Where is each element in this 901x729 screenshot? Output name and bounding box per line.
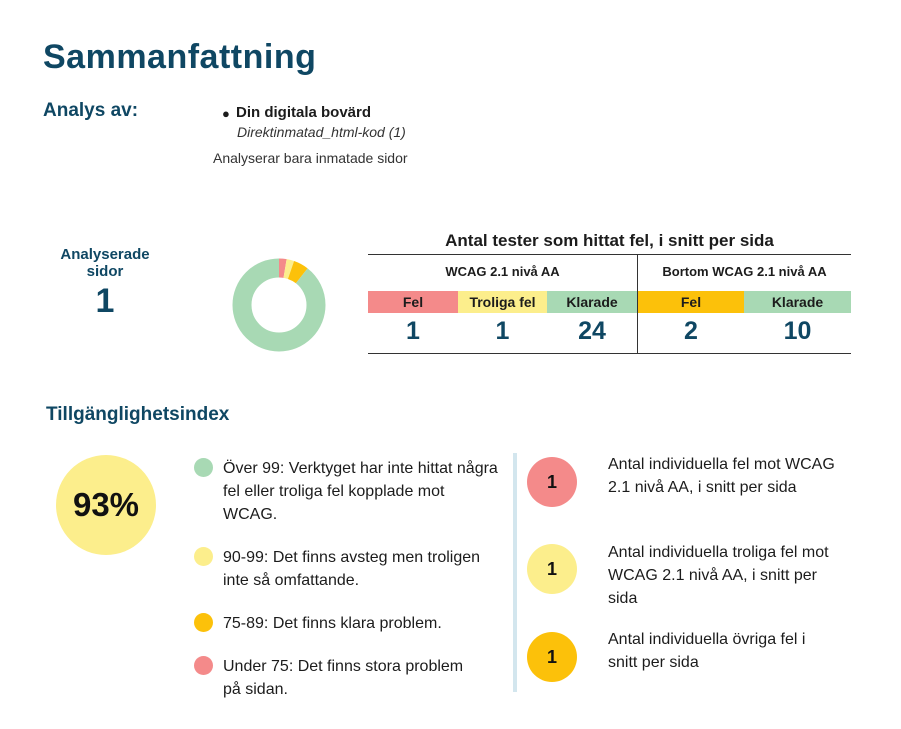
count-text-other-errors: Antal individuella övriga fel i snitt pe… [608, 631, 806, 671]
wcag-troliga-fel-header: Troliga fel [458, 291, 547, 313]
beyond-wcag-group: Bortom WCAG 2.1 nivå AA Fel Klarade 2 10 [638, 255, 851, 353]
page-title: Sammanfattning [43, 38, 317, 76]
accessibility-index-circle [56, 455, 156, 555]
analyzed-pages-label-line1: Analyserade [60, 246, 150, 263]
wcag-group-header: WCAG 2.1 nivå AA [445, 264, 560, 279]
analyzed-pages-label-line2: sidor [86, 263, 124, 280]
tests-table: WCAG 2.1 nivå AA Fel Troliga fel Klarade… [368, 254, 851, 354]
count-text-likely-errors: Antal individuella troliga fel mot WCAG … [608, 544, 829, 607]
wcag-klarade-value: 24 [578, 317, 606, 345]
beyond-fel-value: 2 [684, 317, 698, 345]
analyzed-pages-label: Analyserade sidor [40, 246, 170, 280]
legend-text-under-75: Under 75: Det finns stora problem på sid… [223, 658, 464, 698]
accessibility-index-value: 93% [72, 486, 140, 523]
legend-text-75-89: 75-89: Det finns klara problem. [223, 615, 442, 632]
count-text-errors: Antal individuella fel mot WCAG 2.1 nivå… [608, 456, 835, 496]
wcag-troliga-fel-value: 1 [495, 317, 510, 345]
legend-dot-75-89 [194, 613, 213, 632]
count-circle-other-errors: 1 [527, 632, 577, 682]
count-circle-errors: 1 [527, 457, 577, 507]
analyzed-pages-value: 1 [95, 282, 115, 320]
analysis-note: Analyserar bara inmatade sidor [213, 150, 408, 166]
accessibility-index-title: Tillgänglighetsindex [46, 404, 230, 425]
source-sub: Direktinmatad_html-kod (1) [237, 124, 406, 140]
legend-dot-90-99 [194, 547, 213, 566]
wcag-fel-value: 1 [406, 317, 420, 345]
donut-segment-3 [232, 258, 326, 352]
analysis-label: Analys av: [43, 100, 139, 121]
bullet-icon: ● [222, 106, 230, 121]
legend-text-90-99: 90-99: Det finns avsteg men troligen int… [223, 549, 481, 589]
section-divider [513, 453, 517, 692]
beyond-wcag-group-header: Bortom WCAG 2.1 nivå AA [662, 264, 827, 279]
source-name: Din digitala bovärd [236, 104, 372, 121]
wcag-fel-header: Fel [368, 291, 458, 313]
beyond-klarade-value: 10 [783, 317, 812, 345]
legend-text-over-99: Över 99: Verktyget har inte hittat några… [223, 460, 498, 523]
legend-dot-under-75 [194, 656, 213, 675]
legend-dot-over-99 [194, 458, 213, 477]
results-donut-chart [232, 258, 326, 352]
count-circle-likely-errors: 1 [527, 544, 577, 594]
wcag-klarade-header: Klarade [547, 291, 637, 313]
beyond-fel-header: Fel [638, 291, 744, 313]
beyond-klarade-header: Klarade [744, 291, 851, 313]
tests-table-title: Antal tester som hittat fel, i snitt per… [445, 231, 774, 250]
wcag-group: WCAG 2.1 nivå AA Fel Troliga fel Klarade… [368, 255, 638, 353]
